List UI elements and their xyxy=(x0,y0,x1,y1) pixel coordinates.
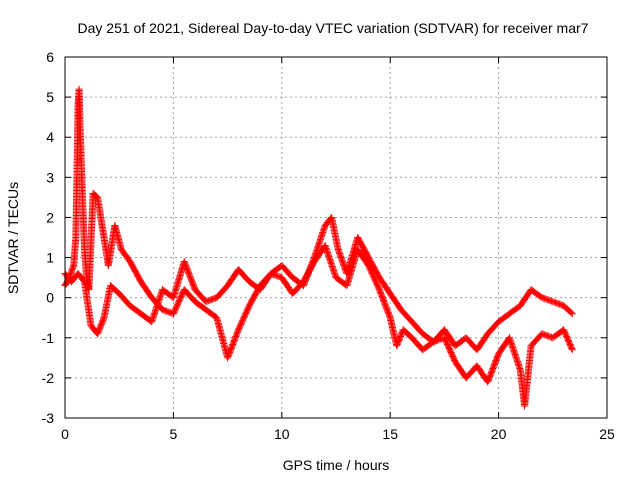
series-trace-b xyxy=(61,242,576,410)
x-tick-label: 20 xyxy=(491,426,507,442)
y-tick-label: 0 xyxy=(46,290,54,306)
x-tick-label: 25 xyxy=(599,426,615,442)
y-axis-label: SDTVAR / TECUs xyxy=(5,182,21,294)
x-tick-label: 5 xyxy=(170,426,178,442)
x-tick-label: 15 xyxy=(382,426,398,442)
data-point xyxy=(568,310,576,318)
data-point xyxy=(568,344,576,352)
data-point xyxy=(568,346,576,354)
tick-layer: 0 5 10 15 20 25 -3 -2 -1 0 1 2 3 4 5 6 xyxy=(42,49,615,442)
y-tick-label: 1 xyxy=(46,250,54,266)
x-tick-label: 0 xyxy=(61,426,69,442)
grid-layer xyxy=(65,57,607,418)
y-tick-label: -2 xyxy=(42,370,55,386)
y-tick-label: 5 xyxy=(46,89,54,105)
y-tick-label: 2 xyxy=(46,209,54,225)
y-tick-label: -3 xyxy=(42,410,55,426)
data-point xyxy=(567,309,575,317)
y-tick-label: 4 xyxy=(46,129,54,145)
plot-border xyxy=(64,56,608,419)
x-tick-label: 10 xyxy=(274,426,290,442)
y-tick-label: -1 xyxy=(42,330,55,346)
data-layer xyxy=(61,85,576,410)
x-axis-label: GPS time / hours xyxy=(283,457,390,473)
y-tick-label: 3 xyxy=(46,169,54,185)
chart-title: Day 251 of 2021, Sidereal Day-to-day VTE… xyxy=(78,20,589,36)
y-tick-label: 6 xyxy=(46,49,54,65)
